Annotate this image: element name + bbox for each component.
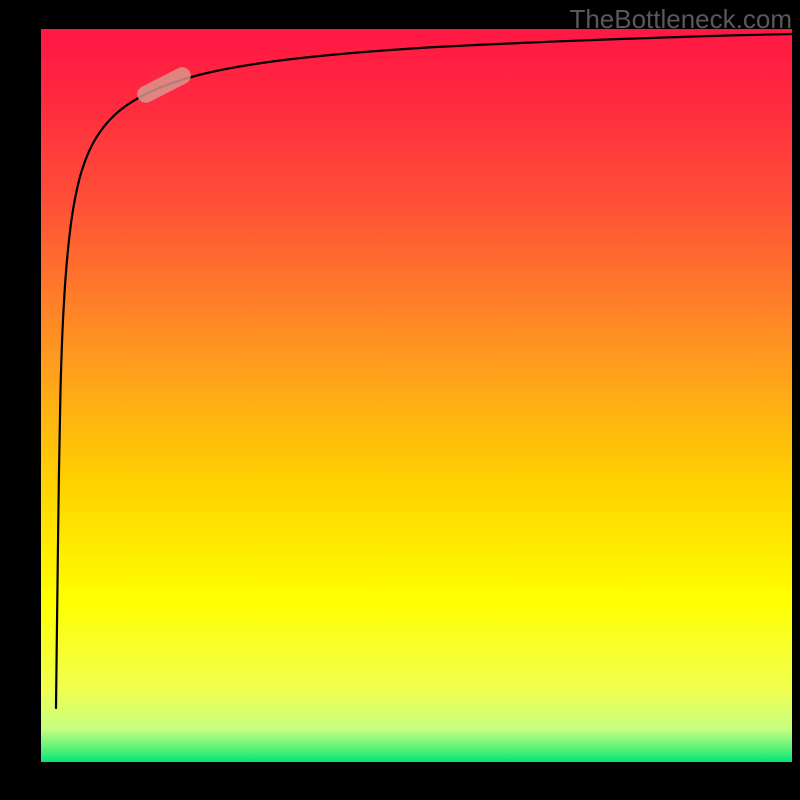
x-axis: [41, 762, 792, 763]
curve-svg: [41, 29, 792, 762]
y-axis: [40, 29, 41, 762]
watermark-text: TheBottleneck.com: [569, 4, 792, 35]
curve-path: [56, 34, 792, 708]
chart-stage: TheBottleneck.com: [0, 0, 800, 800]
plot-area: [41, 29, 792, 762]
